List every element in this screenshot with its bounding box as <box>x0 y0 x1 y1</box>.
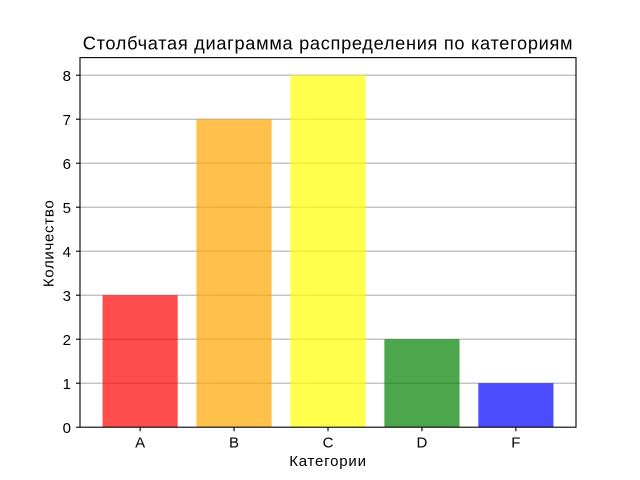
svg-text:A: A <box>135 434 145 451</box>
svg-text:3: 3 <box>63 288 71 305</box>
svg-text:Количество: Количество <box>40 200 57 288</box>
svg-text:Категории: Категории <box>289 453 367 470</box>
svg-text:0: 0 <box>63 420 71 437</box>
svg-text:F: F <box>511 434 520 451</box>
svg-text:1: 1 <box>63 376 71 393</box>
svg-text:2: 2 <box>63 332 71 349</box>
svg-text:B: B <box>229 434 239 451</box>
svg-text:6: 6 <box>63 156 71 173</box>
svg-text:4: 4 <box>63 244 71 261</box>
svg-text:8: 8 <box>63 68 71 85</box>
svg-text:C: C <box>323 434 334 451</box>
svg-text:5: 5 <box>63 200 71 217</box>
svg-text:7: 7 <box>63 112 71 129</box>
svg-text:Столбчатая диаграмма распредел: Столбчатая диаграмма распределения по ка… <box>83 33 574 53</box>
svg-text:D: D <box>417 434 428 451</box>
